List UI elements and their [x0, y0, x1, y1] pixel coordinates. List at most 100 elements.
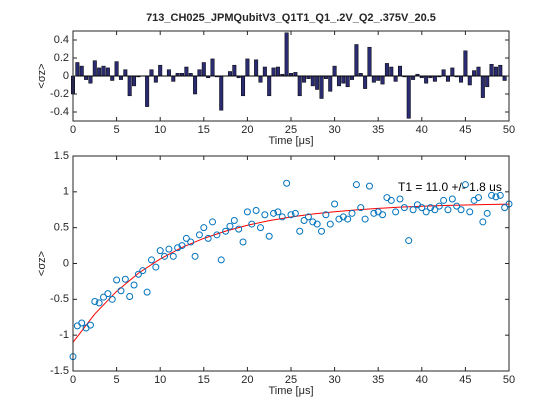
bar [271, 67, 276, 77]
data-point [213, 231, 221, 239]
bar [367, 46, 372, 77]
bar [476, 66, 481, 77]
data-point [182, 234, 190, 242]
x-tick-label: 5 [114, 124, 120, 136]
x-tick-label: 15 [198, 124, 210, 136]
bar [380, 75, 385, 85]
bar [328, 75, 333, 92]
data-point [239, 238, 247, 246]
data-point [265, 232, 273, 240]
x-tick-label: 0 [70, 124, 76, 136]
data-point [121, 275, 129, 283]
y-tick-label: -0.2 [50, 88, 69, 100]
data-point [204, 234, 212, 242]
bar [92, 60, 97, 77]
bar [210, 58, 215, 77]
bar [88, 75, 93, 84]
data-point [291, 209, 299, 217]
data-point [95, 299, 103, 307]
bar [127, 75, 132, 97]
x-axis-label: Time [μs] [268, 385, 313, 397]
y-tick-label: -1 [59, 329, 69, 341]
x-tick-label: 45 [459, 124, 471, 136]
bar [297, 75, 302, 97]
data-point [104, 290, 112, 298]
data-point [230, 217, 238, 224]
bar [254, 59, 259, 77]
bar [158, 64, 163, 77]
bar [424, 75, 429, 84]
data-point [235, 225, 243, 233]
chart-title: 713_CH025_JPMQubitV3_Q1T1_Q1_.2V_Q2_.375… [146, 12, 436, 24]
bar [310, 75, 315, 87]
bar [262, 66, 267, 77]
data-point [313, 220, 321, 228]
bar [166, 69, 171, 77]
bar [432, 75, 437, 82]
data-point [448, 195, 456, 203]
x-tick-label: 15 [198, 374, 210, 386]
data-point [309, 218, 317, 226]
bar [245, 58, 250, 77]
data-point [130, 281, 138, 289]
data-point [318, 227, 326, 235]
data-point [400, 204, 408, 212]
x-tick-label: 50 [503, 374, 515, 386]
data-point [453, 202, 461, 210]
data-point [222, 227, 230, 235]
data-point [139, 267, 147, 275]
bar [445, 75, 450, 82]
data-point [474, 194, 482, 202]
data-point [392, 208, 400, 216]
bar [441, 69, 446, 77]
data-point [387, 196, 395, 204]
data-point [405, 237, 413, 245]
bar [110, 75, 115, 81]
bar [485, 75, 490, 88]
data-point [126, 292, 134, 300]
data-point [261, 211, 269, 219]
x-tick-label: 20 [241, 374, 253, 386]
bar [398, 65, 402, 77]
bar [350, 75, 355, 80]
data-point [117, 287, 125, 295]
x-tick-label: 25 [285, 374, 297, 386]
data-point [86, 321, 94, 329]
y-tick-label: 0.4 [54, 34, 69, 46]
data-point [361, 215, 369, 223]
data-point [165, 245, 173, 253]
x-tick-label: 30 [328, 374, 340, 386]
data-point [492, 193, 500, 201]
x-tick-label: 40 [416, 374, 428, 386]
data-point [134, 270, 142, 278]
bar [132, 75, 137, 87]
data-point [283, 179, 291, 187]
data-point [270, 209, 278, 217]
y-axis-label: <σz> [36, 63, 48, 88]
bar [75, 62, 80, 77]
bar [463, 50, 468, 77]
data-point [427, 204, 435, 212]
bar [384, 63, 389, 77]
data-point [431, 206, 439, 214]
data-point [156, 247, 164, 255]
bar [389, 66, 394, 77]
x-tick-label: 10 [154, 374, 166, 386]
data-point [187, 238, 195, 246]
x-tick-label: 50 [503, 124, 515, 136]
bar [184, 66, 189, 77]
bar [502, 75, 507, 81]
bar [376, 75, 381, 81]
data-point [365, 182, 373, 190]
data-point [483, 209, 491, 217]
bar [232, 64, 237, 77]
bar [101, 65, 106, 77]
data-point [248, 220, 256, 228]
data-point [278, 213, 286, 221]
data-point [226, 222, 234, 230]
bar [145, 75, 150, 107]
data-point [91, 297, 99, 305]
y-axis-label: <σz> [36, 251, 48, 276]
data-point [195, 231, 203, 239]
